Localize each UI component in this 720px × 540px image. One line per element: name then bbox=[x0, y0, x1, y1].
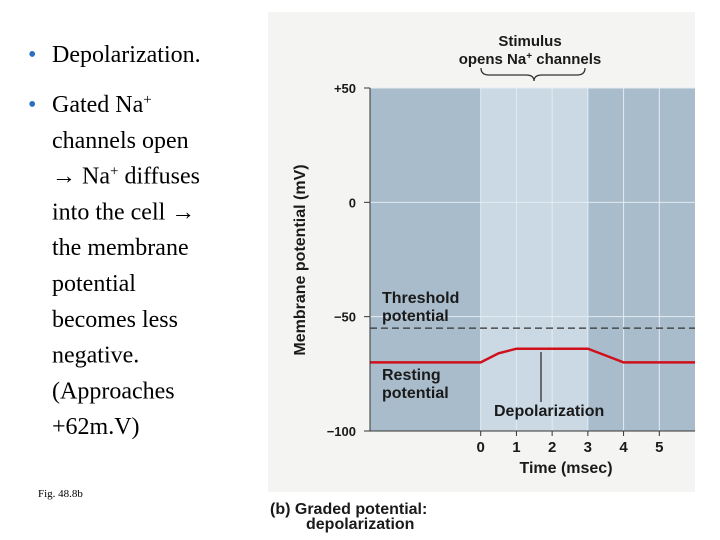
annotation: Threshold bbox=[382, 290, 459, 307]
annotation: Depolarization bbox=[494, 403, 604, 420]
y-tick-label: −100 bbox=[327, 424, 356, 439]
bullet-line: → Na+ diffuses bbox=[52, 164, 200, 190]
x-axis-label: Time (msec) bbox=[519, 460, 612, 477]
bullet-text: + bbox=[110, 164, 118, 180]
annotation-part: + bbox=[526, 51, 532, 62]
x-tick-label: 1 bbox=[512, 439, 520, 456]
bullet-line: into the cell → bbox=[52, 199, 195, 225]
bullet-paragraph: Gated Na+channels open→ Na+ diffusesinto… bbox=[52, 92, 200, 440]
bullet-line: becomes less bbox=[52, 307, 178, 333]
potential-line bbox=[370, 347, 695, 364]
bullet-marker: • bbox=[28, 92, 36, 118]
x-tick-label: 5 bbox=[655, 439, 663, 456]
annotation-part: opens Na bbox=[459, 51, 527, 68]
bullet-text: → Na bbox=[52, 164, 110, 190]
bullet-text: (Approaches bbox=[52, 378, 175, 404]
bullet-text: diffuses bbox=[118, 164, 200, 190]
bullet-text: +62m.V) bbox=[52, 414, 140, 440]
annotation-part: channels bbox=[532, 51, 601, 68]
stimulus-window bbox=[480, 88, 588, 431]
bullet-text: negative. bbox=[52, 343, 139, 369]
brace bbox=[480, 67, 586, 82]
bullet-text: + bbox=[143, 92, 151, 108]
annotation: Stimulus bbox=[498, 33, 561, 50]
y-tick-label: +50 bbox=[334, 81, 356, 96]
annotation: Resting bbox=[382, 367, 441, 384]
x-tick-label: 0 bbox=[477, 439, 485, 456]
bullet-text: becomes less bbox=[52, 307, 178, 333]
bullet-marker: • bbox=[28, 42, 36, 68]
annotation: opens Na+ channels bbox=[459, 51, 602, 69]
bullet-line: Gated Na+ bbox=[52, 92, 152, 118]
bullet-text: potential bbox=[52, 271, 136, 297]
bullet-line: +62m.V) bbox=[52, 414, 140, 440]
annotation: potential bbox=[382, 385, 449, 402]
caption: depolarization bbox=[306, 516, 414, 533]
x-tick-label: 3 bbox=[584, 439, 592, 456]
figure-ref: Fig. 48.8b bbox=[38, 488, 83, 500]
bullet-text: channels open bbox=[52, 128, 189, 154]
bullet-line: negative. bbox=[52, 343, 139, 369]
y-tick-label: −50 bbox=[334, 310, 356, 325]
x-tick-label: 2 bbox=[548, 439, 556, 456]
bullet-text: the membrane bbox=[52, 235, 189, 261]
bullet-text: Gated Na bbox=[52, 92, 144, 118]
caption: (b) Graded potential: bbox=[270, 501, 427, 518]
bullet-line: the membrane bbox=[52, 235, 189, 261]
plot: 0 1 2 3 4 5 −100 −50 0 +50 bbox=[327, 81, 695, 456]
bullet-text: Depolarization. bbox=[52, 42, 201, 68]
annotation: potential bbox=[382, 308, 449, 325]
bullet-line: channels open bbox=[52, 128, 189, 154]
bullet-text: into the cell → bbox=[52, 199, 195, 225]
y-axis-label: Membrane potential (mV) bbox=[292, 164, 309, 355]
bullet-line: potential bbox=[52, 271, 136, 297]
bullet-line: (Approaches bbox=[52, 378, 175, 404]
y-tick-label: 0 bbox=[349, 195, 356, 210]
x-tick-label: 4 bbox=[619, 439, 628, 456]
